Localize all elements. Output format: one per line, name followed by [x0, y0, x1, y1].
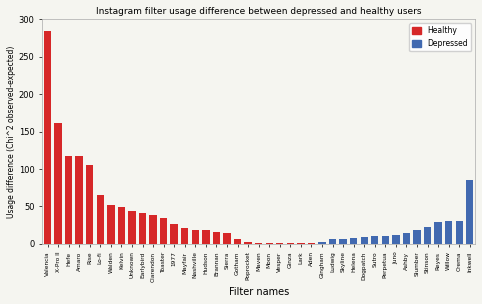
X-axis label: Filter names: Filter names [228, 287, 289, 297]
Bar [192, 230, 199, 244]
Bar [403, 233, 410, 244]
Bar [308, 243, 315, 244]
Bar [181, 228, 188, 244]
Bar [65, 156, 72, 244]
Bar [361, 237, 368, 244]
Bar [455, 221, 463, 244]
Bar [171, 224, 178, 244]
Bar [160, 218, 167, 244]
Bar [445, 221, 453, 244]
Bar [86, 164, 94, 244]
Bar [424, 227, 431, 244]
Bar [466, 180, 473, 244]
Bar [392, 235, 400, 244]
Bar [255, 243, 262, 244]
Bar [76, 156, 83, 244]
Title: Instagram filter usage difference between depressed and healthy users: Instagram filter usage difference betwee… [96, 7, 421, 16]
Bar [413, 230, 421, 244]
Bar [434, 222, 442, 244]
Bar [223, 233, 231, 244]
Bar [96, 195, 104, 244]
Bar [107, 205, 115, 244]
Bar [297, 243, 305, 244]
Bar [139, 213, 146, 244]
Bar [339, 239, 347, 244]
Bar [382, 236, 389, 244]
Legend: Healthy, Depressed: Healthy, Depressed [409, 23, 471, 51]
Bar [213, 232, 220, 244]
Bar [234, 239, 241, 244]
Bar [118, 207, 125, 244]
Bar [202, 230, 210, 244]
Bar [54, 123, 62, 244]
Bar [329, 239, 336, 244]
Y-axis label: Usage difference (Chi^2 observed-expected): Usage difference (Chi^2 observed-expecte… [7, 46, 16, 218]
Bar [44, 31, 51, 244]
Bar [371, 237, 378, 244]
Bar [149, 216, 157, 244]
Bar [128, 211, 135, 244]
Bar [318, 242, 326, 244]
Bar [244, 242, 252, 244]
Bar [350, 238, 357, 244]
